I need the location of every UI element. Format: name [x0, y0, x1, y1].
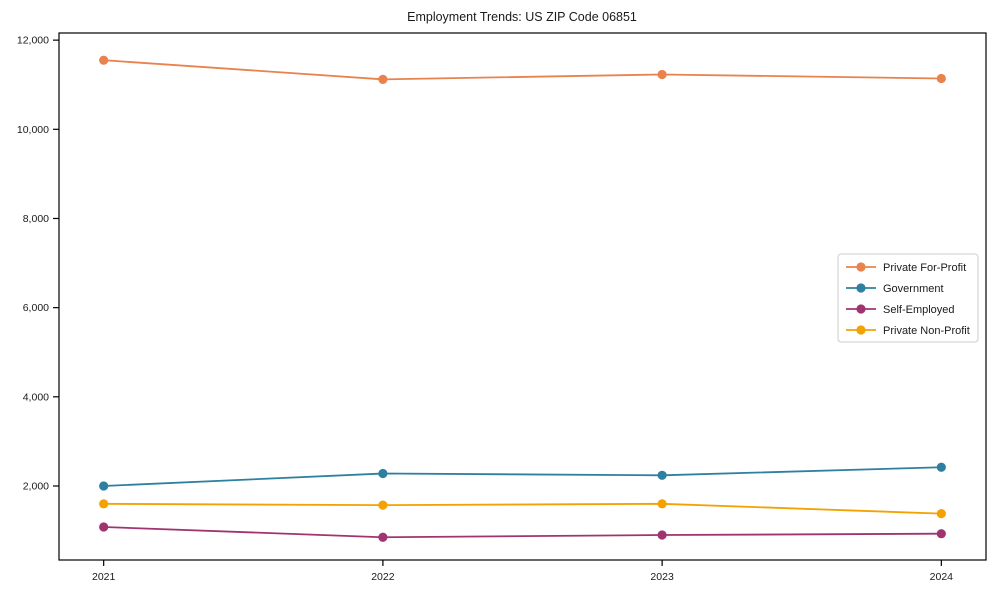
legend-box — [837, 253, 979, 343]
data-point-private-non-profit-2021 — [99, 499, 109, 509]
data-point-private-non-profit-2024 — [936, 509, 946, 519]
plot-border — [58, 32, 987, 561]
data-point-government-2021 — [99, 481, 109, 491]
legend-marker-dot — [856, 325, 866, 335]
x-tick-label: 2024 — [930, 571, 954, 583]
plot-area — [99, 55, 946, 542]
legend-label-self-employed: Self-Employed — [883, 304, 955, 316]
y-tick-label: 8,000 — [23, 213, 49, 225]
data-point-private-non-profit-2022 — [378, 500, 388, 510]
legend-label-private-for-profit: Private For-Profit — [883, 262, 966, 274]
data-point-private-for-profit-2021 — [99, 55, 109, 65]
data-point-government-2022 — [378, 468, 388, 479]
data-point-self-employed-2022 — [378, 532, 388, 542]
data-point-private-for-profit-2022 — [378, 74, 388, 84]
series-line-private-non-profit — [103, 502, 942, 515]
y-tick-label: 6,000 — [23, 302, 49, 314]
legend-marker-dot — [856, 304, 866, 314]
series-line-self-employed — [103, 526, 942, 539]
x-tick-label: 2021 — [92, 571, 116, 583]
data-point-private-for-profit-2023 — [657, 69, 667, 80]
chart-title: Employment Trends: US ZIP Code 06851 — [407, 10, 637, 24]
legend-marker-dot — [856, 262, 866, 272]
y-tick-label: 4,000 — [23, 391, 49, 403]
y-tick-label: 12,000 — [17, 35, 49, 47]
x-tick-label: 2022 — [371, 571, 395, 583]
x-tick-label: 2023 — [650, 571, 674, 583]
legend-label-government: Government — [883, 283, 944, 295]
data-point-private-for-profit-2024 — [936, 73, 946, 84]
data-point-government-2023 — [657, 470, 667, 480]
series-line-government — [103, 466, 942, 487]
data-point-self-employed-2024 — [936, 529, 946, 539]
legend: Private For-Profit Government Self-Employe… — [837, 253, 979, 343]
axes: 2,000 4,000 6,000 8,000 10,000 12,000 2021 2022… — [17, 32, 987, 583]
data-point-self-employed-2021 — [99, 522, 109, 532]
data-point-private-non-profit-2023 — [657, 499, 667, 509]
legend-label-private-non-profit: Private Non-Profit — [883, 325, 970, 337]
data-point-government-2024 — [936, 462, 946, 472]
y-tick-label: 2,000 — [23, 480, 49, 492]
legend-marker-dot — [856, 283, 866, 293]
series-line-private-for-profit — [103, 59, 942, 81]
y-tick-label: 10,000 — [17, 124, 49, 136]
data-point-self-employed-2023 — [657, 530, 667, 540]
